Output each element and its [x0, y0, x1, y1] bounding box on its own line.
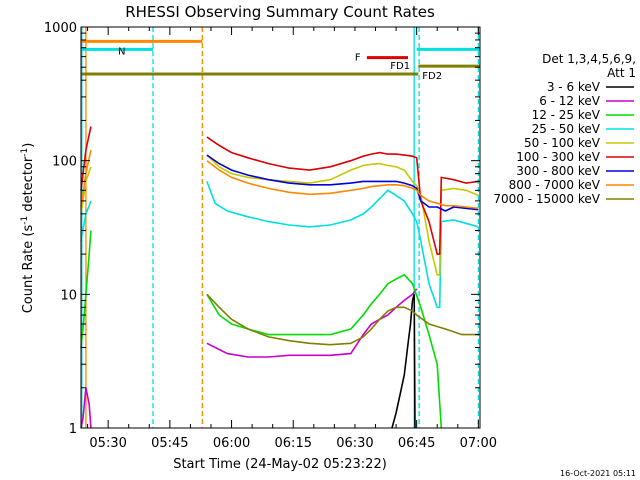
plot-frame — [80, 26, 481, 429]
y-axis-label-sup2: -1 — [20, 148, 30, 157]
series-line-3-segment-1 — [206, 181, 479, 309]
legend-label: 25 - 50 keV — [532, 122, 601, 136]
y-tick-label: 10 — [60, 288, 77, 303]
x-tick-label: 06:30 — [336, 436, 373, 451]
series-line-1-segment-1 — [206, 288, 418, 358]
plot-area: N F FD1 FD2 — [80, 27, 480, 429]
y-axis-label-end: ) — [21, 143, 36, 148]
x-tick-label: 06:00 — [213, 436, 250, 451]
x-tick-label: 05:45 — [151, 436, 188, 451]
series-line-7-segment-1 — [206, 160, 479, 210]
series-line-8-segment-0 — [206, 293, 479, 346]
y-axis-label-mid: detector — [21, 156, 36, 216]
legend-header-line2: Att 1 — [607, 66, 636, 80]
series-line-6-segment-0 — [206, 154, 479, 212]
series-line-2-segment-1 — [206, 273, 443, 429]
series-line-4-segment-1 — [206, 154, 479, 276]
y-tick-label: 1000 — [44, 21, 77, 36]
y-tick-label: 100 — [52, 155, 77, 170]
series-line-5-segment-1 — [206, 136, 479, 255]
state-bar-label-2: F — [355, 53, 361, 64]
x-tick-label: 06:15 — [275, 436, 312, 451]
legend-label: 6 - 12 keV — [539, 94, 601, 108]
x-tick-label: 07:00 — [460, 436, 497, 451]
series-line-5-segment-0 — [80, 126, 92, 191]
state-bar-label-4: FD2 — [422, 71, 442, 82]
legend-label: 3 - 6 keV — [547, 80, 601, 94]
legend-label: 12 - 25 keV — [532, 108, 601, 122]
x-axis: 05:30 05:45 06:00 06:15 06:30 06:45 07:00 — [87, 27, 497, 451]
legend-label: 50 - 100 keV — [524, 136, 601, 150]
y-axis-label-sup1: -1 — [20, 216, 30, 225]
footer-timestamp: 16-Oct-2021 05:11 — [560, 469, 636, 478]
legend-label: 800 - 7000 keV — [509, 178, 601, 192]
legend-label: 7000 - 15000 keV — [493, 192, 600, 206]
state-bar-label-1: N — [118, 46, 125, 57]
legend-label: 100 - 300 keV — [516, 150, 600, 164]
series-line-0-segment-0 — [391, 294, 416, 429]
y-axis-label: Count Rate (s-1 detector-1) — [20, 143, 36, 314]
x-tick-label: 06:45 — [398, 436, 435, 451]
y-axis-label-base: Count Rate (s — [21, 225, 36, 314]
x-axis-label: Start Time (24-May-02 05:23:22) — [173, 457, 387, 472]
legend-label: 300 - 800 keV — [516, 164, 600, 178]
x-tick-label: 05:30 — [89, 436, 126, 451]
state-bar-label-3: FD1 — [390, 61, 410, 72]
chart-title: RHESSI Observing Summary Count Rates — [125, 3, 435, 21]
y-tick-label: 1 — [69, 422, 77, 437]
legend-header-line1: Det 1,3,4,5,6,9, — [542, 52, 636, 66]
y-axis: 1 10 100 1000 — [44, 21, 480, 437]
